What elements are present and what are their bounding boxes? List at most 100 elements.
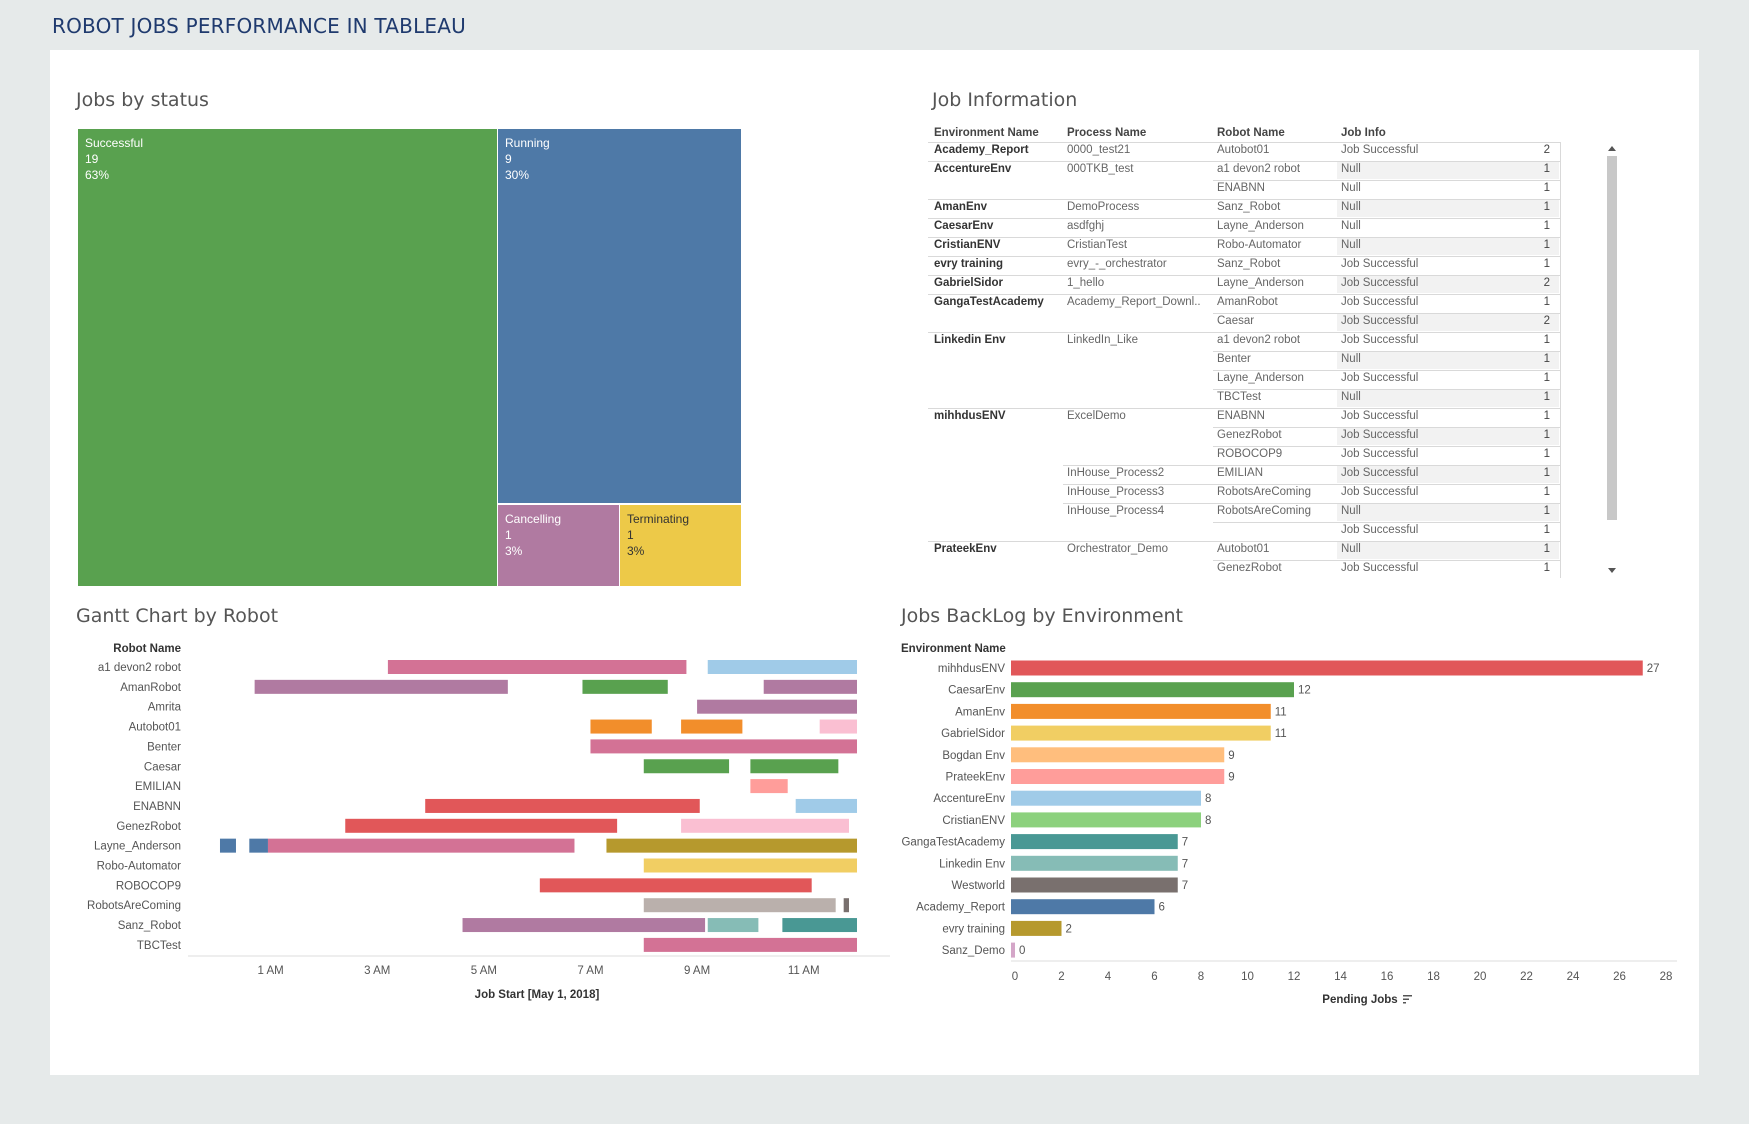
- table-row[interactable]: mihhdusENV ExcelDemo ENABNN Job Successful 1: [928, 408, 1560, 427]
- scroll-up-icon: [1608, 146, 1616, 151]
- backlog-bar[interactable]: [1011, 747, 1225, 763]
- treemap-label: Successful: [85, 136, 144, 150]
- gantt-bar[interactable]: [643, 759, 730, 774]
- row-band: [1337, 408, 1559, 426]
- table-row[interactable]: InHouse_Process3 RobotsAreComing Job Succe…: [928, 484, 1560, 503]
- gantt-bar[interactable]: [582, 679, 668, 694]
- job-info-cell: Null: [1341, 543, 1361, 555]
- gantt-bar[interactable]: [267, 838, 575, 853]
- column-header-robot[interactable]: Robot Name: [1217, 127, 1285, 139]
- robot-cell: GenezRobot: [1217, 562, 1282, 574]
- backlog-bar[interactable]: [1011, 682, 1294, 698]
- gantt-bar[interactable]: [681, 719, 743, 734]
- gantt-bar[interactable]: [425, 798, 700, 813]
- sort-icon[interactable]: [1403, 995, 1412, 1004]
- row-band: [1337, 541, 1559, 559]
- backlog-x-title: Pending Jobs: [1322, 994, 1397, 1006]
- gantt-bar[interactable]: [249, 838, 268, 853]
- treemap-cell-terminating[interactable]: Terminating 1 3%: [619, 504, 742, 587]
- gantt-bar[interactable]: [643, 937, 857, 952]
- gantt-bar[interactable]: [387, 660, 687, 674]
- backlog-bar[interactable]: [1011, 855, 1178, 871]
- table-row[interactable]: AmanEnv DemoProcess Sanz_Robot Null 1: [928, 199, 1560, 218]
- row-divider: [1213, 180, 1560, 181]
- table-row[interactable]: GenezRobot Job Successful 1: [928, 560, 1560, 578]
- gantt-robot-label: Layne_Anderson: [94, 841, 181, 853]
- job-info-cell: Null: [1341, 182, 1361, 194]
- backlog-bar[interactable]: [1011, 660, 1643, 676]
- column-header-environment[interactable]: Environment Name: [934, 127, 1039, 139]
- count-cell: 1: [1543, 201, 1550, 213]
- treemap-count: 19: [85, 152, 99, 166]
- job-info-cell: Null: [1341, 239, 1361, 251]
- treemap-cell-cancelling[interactable]: Cancelling 1 3%: [497, 504, 620, 587]
- gantt-bar[interactable]: [795, 798, 857, 813]
- gantt-bar[interactable]: [782, 918, 857, 933]
- table-scrollbar[interactable]: [1604, 142, 1620, 578]
- backlog-bar[interactable]: [1011, 703, 1271, 719]
- gantt-bar[interactable]: [681, 818, 850, 833]
- job-info-cell: Null: [1341, 201, 1361, 213]
- column-header-job-info[interactable]: Job Info: [1341, 127, 1386, 139]
- backlog-bar[interactable]: [1011, 790, 1201, 806]
- gantt-bar[interactable]: [697, 699, 857, 714]
- backlog-bar[interactable]: [1011, 942, 1015, 958]
- gantt-robot-label: Sanz_Robot: [118, 920, 182, 932]
- table-row[interactable]: TBCTest Null 1: [928, 389, 1560, 408]
- backlog-bar[interactable]: [1011, 725, 1271, 741]
- gantt-bar[interactable]: [750, 779, 788, 794]
- table-row[interactable]: GenezRobot Job Successful 1: [928, 427, 1560, 446]
- backlog-bar[interactable]: [1011, 769, 1225, 784]
- gantt-bar[interactable]: [750, 759, 839, 774]
- gantt-bar[interactable]: [707, 660, 857, 674]
- table-row[interactable]: GangaTestAcademy Academy_Report_Downl.. Am…: [928, 294, 1560, 313]
- backlog-bar[interactable]: [1011, 920, 1062, 936]
- column-header-process[interactable]: Process Name: [1067, 127, 1147, 139]
- backlog-bar[interactable]: [1011, 812, 1201, 828]
- gantt-bar[interactable]: [763, 679, 857, 694]
- count-cell: 1: [1543, 353, 1550, 365]
- backlog-tick-label: 16: [1381, 971, 1394, 983]
- table-row[interactable]: Job Successful 1: [928, 522, 1560, 541]
- gantt-bar[interactable]: [219, 838, 236, 853]
- backlog-bar[interactable]: [1011, 877, 1178, 893]
- table-row[interactable]: ENABNN Null 1: [928, 180, 1560, 199]
- table-row[interactable]: Benter Null 1: [928, 351, 1560, 370]
- table-row[interactable]: CaesarEnv asdfghj Layne_Anderson Null 1: [928, 218, 1560, 237]
- table-row[interactable]: ROBOCOP9 Job Successful 1: [928, 446, 1560, 465]
- table-row[interactable]: InHouse_Process4 RobotsAreComing Null 1: [928, 503, 1560, 522]
- gantt-bar[interactable]: [606, 838, 857, 853]
- table-row[interactable]: Caesar Job Successful 2: [928, 313, 1560, 332]
- row-band: [1337, 484, 1559, 502]
- gantt-bar[interactable]: [462, 918, 706, 933]
- count-cell: 1: [1543, 429, 1550, 441]
- gantt-bar[interactable]: [539, 878, 812, 893]
- gantt-bar[interactable]: [707, 918, 759, 933]
- row-band: [1337, 351, 1559, 369]
- table-row[interactable]: AccentureEnv 000TKB_test a1 devon2 robot Nu…: [928, 161, 1560, 180]
- table-row[interactable]: CristianENV CristianTest Robo-Automator Nul…: [928, 237, 1560, 256]
- table-row[interactable]: evry training evry_-_orchestrator Sanz_Rob…: [928, 256, 1560, 275]
- table-row[interactable]: Layne_Anderson Job Successful 1: [928, 370, 1560, 389]
- gantt-bar[interactable]: [590, 739, 857, 754]
- count-cell: 1: [1543, 334, 1550, 346]
- gantt-tick-label: 7 AM: [577, 965, 603, 977]
- gantt-bar[interactable]: [254, 679, 508, 694]
- table-row[interactable]: GabrielSidor 1_hello Layne_Anderson Job Suc…: [928, 275, 1560, 294]
- gantt-bar[interactable]: [345, 818, 618, 833]
- backlog-bar[interactable]: [1011, 834, 1178, 850]
- table-row[interactable]: Academy_Report 0000_test21 Autobot01 Job Su…: [928, 142, 1560, 161]
- gantt-bar[interactable]: [643, 898, 836, 913]
- gantt-row-header: Robot Name: [113, 643, 181, 655]
- table-row[interactable]: PrateekEnv Orchestrator_Demo Autobot01 Null…: [928, 541, 1560, 560]
- gantt-bar[interactable]: [590, 719, 652, 734]
- gantt-bar[interactable]: [819, 719, 857, 734]
- gantt-bar[interactable]: [843, 898, 850, 913]
- row-band: [1337, 256, 1559, 274]
- gantt-bar[interactable]: [643, 858, 857, 873]
- backlog-bar[interactable]: [1011, 899, 1155, 915]
- table-row[interactable]: Linkedin Env LinkedIn_Like a1 devon2 robot…: [928, 332, 1560, 351]
- treemap-cell-running[interactable]: Running 9 30%: [497, 128, 742, 504]
- job-info-cell: Null: [1341, 353, 1361, 365]
- table-row[interactable]: InHouse_Process2 EMILIAN Job Successful 1: [928, 465, 1560, 484]
